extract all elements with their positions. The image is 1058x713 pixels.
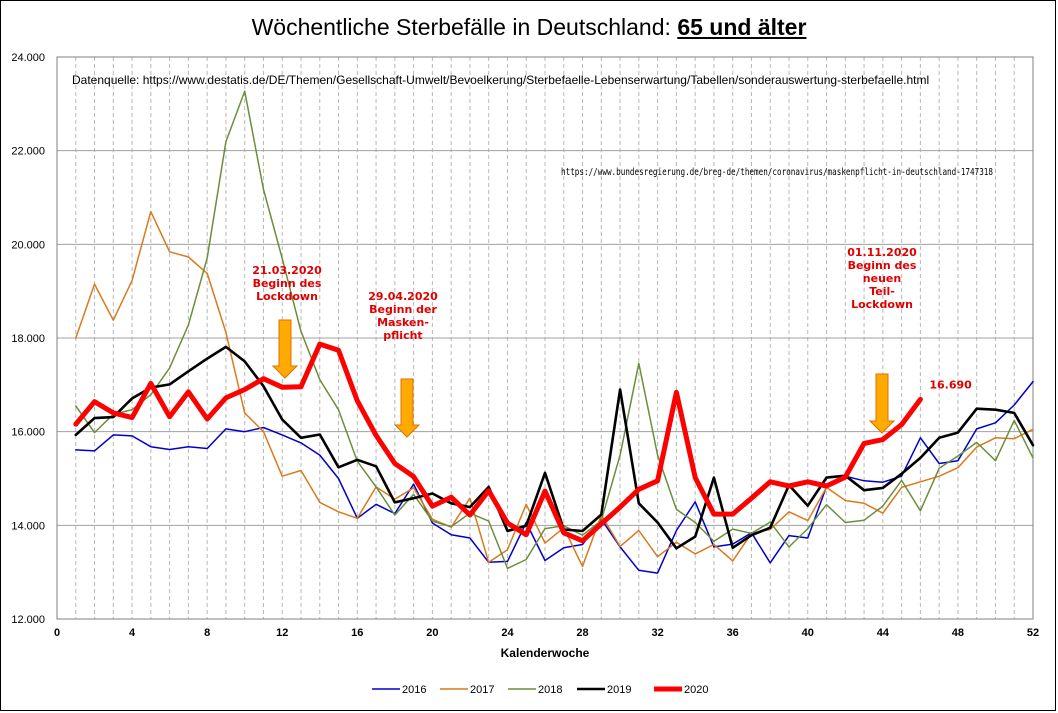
- value-label-16690: 16.690: [929, 378, 972, 391]
- legend-label-2016: 2016: [402, 684, 426, 696]
- annotation-teil-lockdown-line: Teil-: [869, 285, 895, 298]
- annotation-lockdown-line: Beginn des: [253, 277, 322, 290]
- x-tick-label: 24: [501, 627, 514, 639]
- y-tick-label: 24.000: [11, 52, 45, 64]
- y-tick-label: 16.000: [11, 427, 45, 439]
- x-axis-label: Kalenderwoche: [501, 646, 590, 660]
- series-line-2019: [74, 345, 1035, 550]
- x-tick-label: 40: [802, 627, 814, 639]
- annotation-maskenpflicht-line: 29.04.2020: [368, 290, 438, 303]
- x-tick-label: 16: [351, 627, 363, 639]
- y-tick-label: 12.000: [11, 614, 45, 626]
- chart-title-highlight: 65 und älter: [677, 14, 807, 40]
- series-line-2016: [75, 380, 1034, 574]
- legend-label-2017: 2017: [470, 684, 494, 696]
- annotation-lockdown-line: Lockdown: [256, 290, 318, 303]
- plot-area: [56, 56, 1034, 620]
- x-tick-label: 12: [276, 627, 288, 639]
- annotation-lockdown-line: 21.03.2020: [252, 264, 322, 277]
- arrow-maskenpflicht-icon: [393, 378, 421, 438]
- x-tick-label: 20: [426, 627, 438, 639]
- series-group: [73, 90, 1035, 574]
- annotation-teil-lockdown-line: 01.11.2020: [847, 246, 917, 259]
- x-tick-label: 36: [727, 627, 739, 639]
- source-bundesregierung: https://www.bundesregierung.de/breg-de/t…: [561, 167, 993, 178]
- annotation-teil-lockdown-line: Lockdown: [851, 298, 913, 311]
- legend: 2016 2017 2018 2019 2020: [372, 684, 708, 696]
- chart-title: Wöchentliche Sterbefälle in Deutschland:…: [0, 14, 1058, 41]
- arrow-teil-lockdown-icon: [868, 373, 896, 434]
- x-tick-label: 44: [877, 627, 890, 639]
- legend-label-2018: 2018: [538, 684, 562, 696]
- chart-title-main: Wöchentliche Sterbefälle in Deutschland:: [251, 14, 671, 40]
- arrow-lockdown-icon: [271, 319, 299, 379]
- y-tick-label: 22.000: [11, 146, 45, 158]
- annotation-maskenpflicht-line: pflicht: [383, 329, 422, 342]
- x-tick-label: 48: [952, 627, 964, 639]
- y-tick-label: 14.000: [11, 520, 45, 532]
- annotation-teil-lockdown-line: neuen: [863, 272, 901, 285]
- annotation-maskenpflicht-line: Beginn der: [369, 303, 437, 316]
- legend-label-2019: 2019: [607, 684, 631, 696]
- source-destatis: Datenquelle: https://www.destatis.de/DE/…: [72, 73, 929, 87]
- annotation-maskenpflicht-line: Masken-: [377, 316, 429, 329]
- axes: 12.000 14.000 16.000 18.000 20.000 22.000 24.0…: [11, 52, 1039, 639]
- series-line-2018: [75, 90, 1034, 570]
- y-tick-label: 20.000: [11, 239, 45, 251]
- grid: [57, 56, 1033, 620]
- x-tick-label: 28: [576, 627, 588, 639]
- x-tick-label: 0: [54, 627, 60, 639]
- series-line-2020: [73, 341, 923, 544]
- x-tick-label: 8: [204, 627, 210, 639]
- annotation-teil-lockdown-line: Beginn des: [848, 259, 917, 272]
- y-tick-label: 18.000: [11, 333, 45, 345]
- x-tick-label: 4: [129, 627, 136, 639]
- x-tick-label: 52: [1027, 627, 1039, 639]
- series-line-2017: [75, 210, 1034, 568]
- x-tick-label: 32: [651, 627, 663, 639]
- legend-label-2020: 2020: [684, 684, 708, 696]
